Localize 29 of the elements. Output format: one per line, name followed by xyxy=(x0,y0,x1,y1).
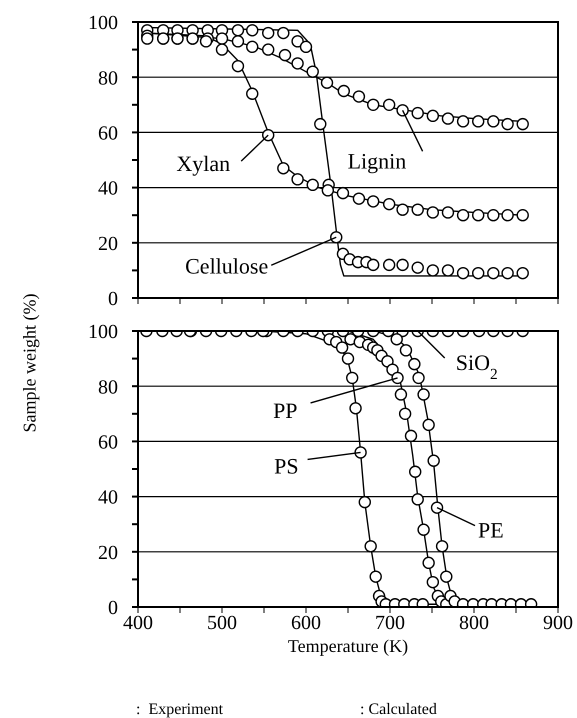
y-tick-label: 100 xyxy=(88,12,118,34)
legend-label: PE xyxy=(478,518,504,543)
text: PS xyxy=(274,453,299,478)
y-tick-label: 0 xyxy=(108,288,118,310)
y-tick-label: 20 xyxy=(98,232,118,255)
x-tick-label: 700 xyxy=(375,612,405,634)
y-axis-title: Sample weight (%) xyxy=(20,294,40,432)
legend-label: Cellulose xyxy=(185,253,268,278)
y-tick-label: 40 xyxy=(98,486,118,509)
x-tick-label: 800 xyxy=(459,612,489,634)
text: : Experiment xyxy=(136,701,224,718)
y-tick-label: 100 xyxy=(88,321,118,344)
x-tick-label: 900 xyxy=(543,612,573,634)
x-tick-label: 400 xyxy=(123,612,153,634)
x-tick-label: 600 xyxy=(291,612,321,634)
text: PP xyxy=(273,398,298,423)
series-label: SiO$_{2}$ xyxy=(456,350,498,382)
y-tick-label: 60 xyxy=(98,432,118,454)
text: : Calculated xyxy=(360,701,437,718)
y-tick-label: 20 xyxy=(98,542,118,564)
y-tick-label: 60 xyxy=(98,122,118,144)
y-tick-label: 40 xyxy=(98,178,118,200)
series-label: Xylan xyxy=(176,151,230,176)
y-tick-label: 80 xyxy=(98,376,118,398)
x-axis-title: Temperature (K) xyxy=(288,636,408,656)
series-label: Lignin xyxy=(348,148,406,174)
y-tick-label: 80 xyxy=(98,67,118,90)
y-tick-label: 0 xyxy=(108,597,118,620)
x-tick-label: 500 xyxy=(207,612,237,634)
